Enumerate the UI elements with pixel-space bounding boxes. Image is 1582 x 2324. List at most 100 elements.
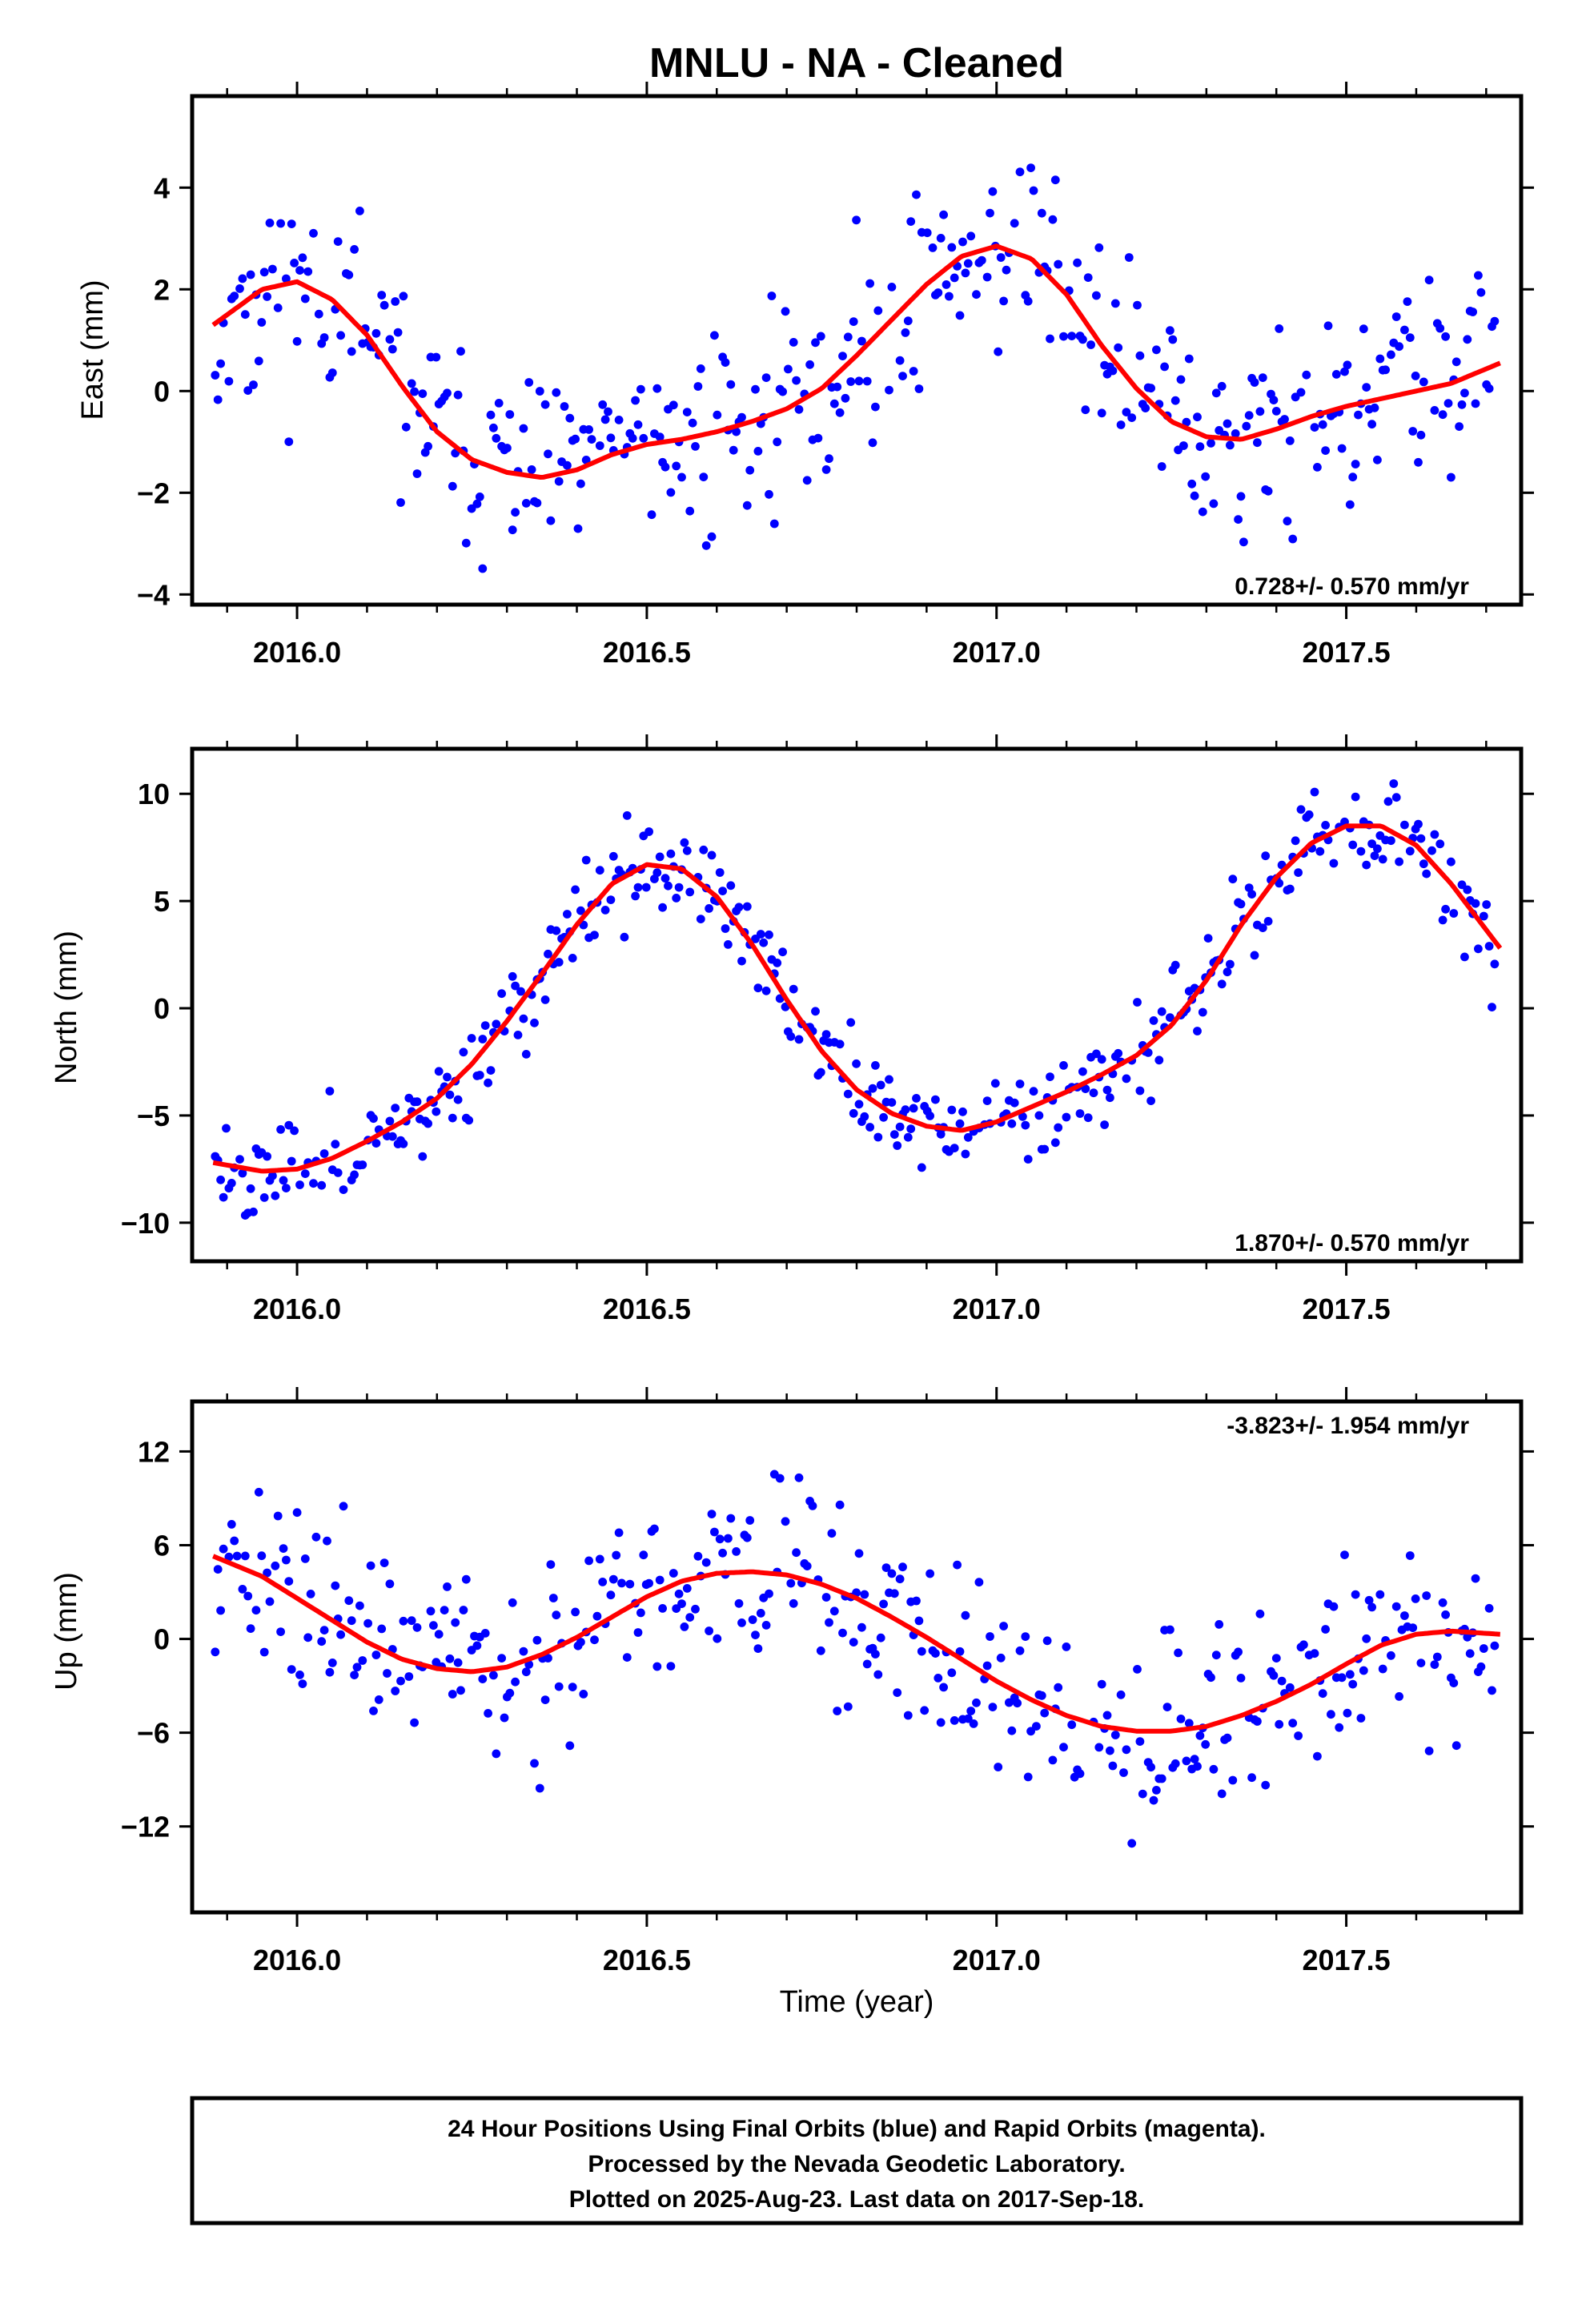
up-data-point xyxy=(519,1647,528,1656)
north-data-point xyxy=(1389,779,1399,788)
east-data-point xyxy=(284,437,294,446)
up-data-point xyxy=(443,1582,452,1591)
north-x-tick-label: 2016.5 xyxy=(603,1293,691,1325)
north-data-point xyxy=(1387,836,1395,846)
up-data-point xyxy=(1340,1550,1349,1559)
east-data-point xyxy=(816,332,825,341)
north-data-point xyxy=(672,894,681,903)
up-data-point xyxy=(1288,1719,1298,1728)
east-data-point xyxy=(805,360,814,369)
up-data-point xyxy=(1209,1764,1219,1774)
north-y-tick-label: 10 xyxy=(138,778,170,810)
east-data-point xyxy=(1414,457,1423,467)
up-data-point xyxy=(1441,1610,1450,1619)
north-data-point xyxy=(1321,821,1330,830)
north-data-point xyxy=(936,1129,946,1139)
up-data-point xyxy=(1013,1699,1022,1708)
east-data-point xyxy=(1015,167,1025,177)
east-data-point xyxy=(377,291,387,300)
east-data-point xyxy=(778,387,787,396)
up-data-point xyxy=(963,1714,973,1723)
up-data-point xyxy=(829,1606,839,1616)
east-data-point xyxy=(552,388,561,397)
up-frame xyxy=(190,1399,1524,1915)
north-data-point xyxy=(464,1116,474,1125)
up-data-point xyxy=(1032,1722,1041,1731)
up-data-point xyxy=(682,1584,692,1593)
up-data-point xyxy=(472,1641,482,1651)
north-data-point xyxy=(568,954,577,963)
north-data-point xyxy=(961,1149,970,1159)
north-data-point xyxy=(950,1144,959,1152)
north-data-point xyxy=(385,1116,395,1126)
up-data-point xyxy=(710,1527,719,1537)
up-data-point xyxy=(622,1653,632,1663)
up-data-point xyxy=(1452,1741,1461,1751)
east-data-point xyxy=(1046,334,1054,344)
north-data-point xyxy=(1081,1084,1090,1093)
up-data-point xyxy=(311,1532,321,1542)
north-data-point xyxy=(1198,1007,1207,1017)
east-data-point xyxy=(672,461,681,471)
up-data-point xyxy=(263,1568,271,1578)
up-data-point xyxy=(1042,1636,1052,1646)
up-data-point xyxy=(1313,1751,1322,1761)
north-data-point xyxy=(759,938,769,947)
north-data-point xyxy=(893,1141,902,1150)
up-data-point xyxy=(677,1599,686,1608)
up-data-point xyxy=(240,1551,250,1561)
east-data-point xyxy=(906,217,916,226)
up-data-point xyxy=(982,1661,992,1671)
up-data-point xyxy=(893,1688,902,1698)
east-data-point xyxy=(1201,472,1211,481)
north-data-point xyxy=(1247,890,1256,899)
east-data-point xyxy=(895,356,905,365)
east-data-point xyxy=(928,243,938,252)
up-data-point xyxy=(1476,1662,1486,1671)
up-data-point xyxy=(1471,1574,1480,1583)
north-data-point xyxy=(917,1163,926,1172)
north-data-point xyxy=(478,1035,488,1043)
north-data-point xyxy=(1149,1016,1158,1025)
up-data-point xyxy=(347,1616,356,1626)
up-data-point xyxy=(926,1569,934,1578)
up-data-point xyxy=(1146,1763,1155,1772)
east-data-point xyxy=(628,433,637,443)
east-data-point xyxy=(1054,259,1063,269)
east-data-point xyxy=(652,384,662,393)
east-data-point xyxy=(707,532,717,541)
east-data-point xyxy=(412,469,422,478)
east-data-point xyxy=(489,423,498,432)
north-data-point xyxy=(1463,885,1472,895)
north-data-point xyxy=(387,1132,397,1141)
north-data-point xyxy=(276,1125,285,1134)
up-data-point xyxy=(331,1581,340,1590)
north-data-point xyxy=(674,883,684,892)
up-data-point xyxy=(931,1649,940,1659)
up-data-point xyxy=(854,1549,864,1558)
up-data-point xyxy=(1174,1648,1182,1658)
north-data-point xyxy=(284,1120,294,1130)
up-data-point xyxy=(327,1659,337,1667)
east-data-point xyxy=(713,410,722,420)
east-data-point xyxy=(1430,406,1439,415)
north-data-point xyxy=(1050,1138,1060,1148)
east-data-point xyxy=(1166,326,1174,336)
east-data-point xyxy=(982,272,992,282)
east-data-point xyxy=(950,273,959,283)
east-data-point xyxy=(1375,354,1385,364)
up-data-point xyxy=(1411,1594,1420,1603)
north-data-point xyxy=(724,940,733,949)
east-data-point xyxy=(846,377,856,386)
north-data-point xyxy=(424,1119,432,1128)
up-data-point xyxy=(445,1654,455,1663)
north-data-point xyxy=(475,1071,484,1080)
up-data-point xyxy=(213,1565,223,1574)
up-x-tick-label: 2016.5 xyxy=(603,1944,691,1976)
east-data-point xyxy=(391,297,400,306)
east-data-point xyxy=(387,344,397,354)
north-y-tick-label: −10 xyxy=(121,1207,170,1240)
east-data-point xyxy=(268,264,277,274)
north-data-point xyxy=(216,1175,225,1184)
east-data-point xyxy=(300,294,310,304)
